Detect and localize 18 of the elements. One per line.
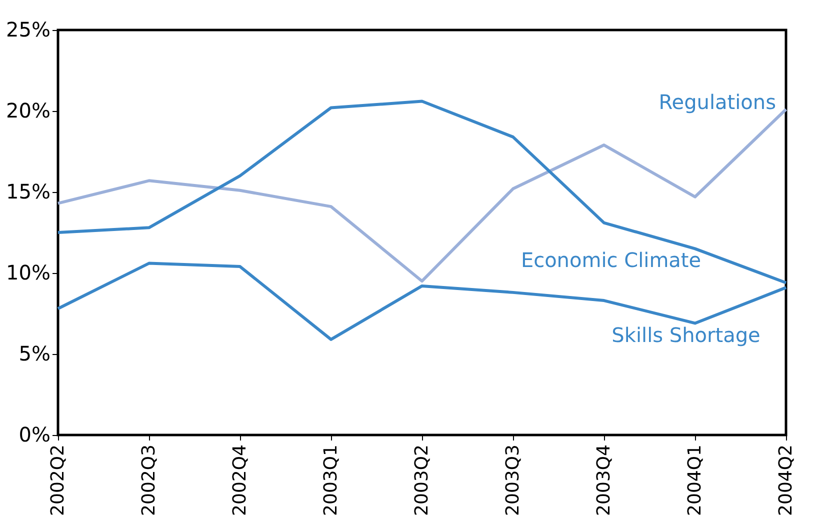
y-tick-label: 10%: [6, 260, 50, 284]
x-tick-label: 2002Q4: [230, 444, 250, 516]
x-tick-label: 2002Q3: [138, 444, 160, 516]
y-tick-label: 0%: [18, 422, 50, 446]
y-tick-label: 15%: [6, 180, 50, 204]
series-label: Skills Shortage: [612, 323, 760, 347]
x-tick-label: 2004Q2: [776, 444, 796, 516]
y-tick-label: 5%: [18, 342, 50, 366]
y-tick-label: 25%: [6, 18, 50, 42]
x-tick-label: 2003Q4: [594, 444, 614, 516]
y-tick-label: 20%: [6, 98, 50, 122]
x-tick-label: 2003Q2: [412, 444, 432, 516]
series-label: Regulations: [658, 90, 776, 114]
series-label: Economic Climate: [520, 248, 702, 272]
x-tick-label: 2003Q3: [502, 444, 524, 516]
x-tick-label: 2002Q2: [48, 444, 68, 516]
x-tick-label: 2003Q1: [320, 444, 342, 516]
x-tick-label: 2004Q1: [684, 444, 706, 516]
